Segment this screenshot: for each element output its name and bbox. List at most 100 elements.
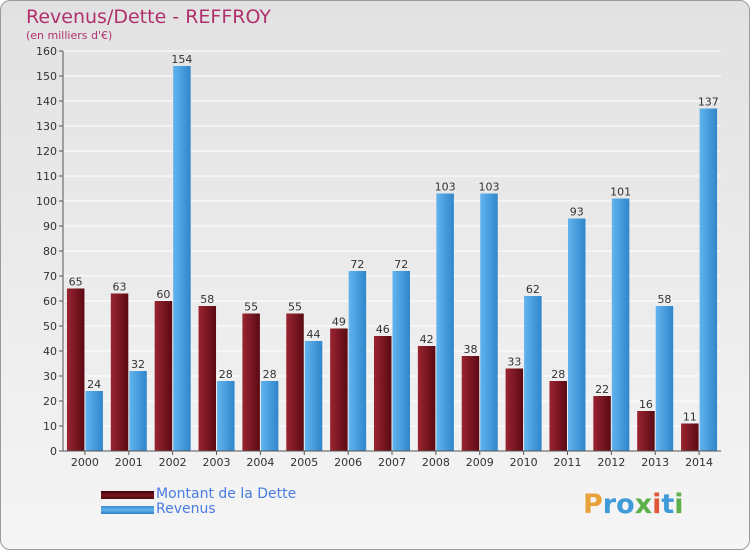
logo-letter: r (602, 489, 617, 520)
y-tick-label: 160 (36, 45, 57, 58)
bar-revenue (348, 271, 367, 451)
value-label-debt: 58 (200, 293, 214, 306)
value-label-debt: 46 (376, 323, 390, 336)
bar-debt (66, 288, 85, 451)
bars (66, 66, 718, 451)
y-tick-label: 30 (43, 370, 57, 383)
bar-debt (330, 328, 348, 451)
bar-revenue (480, 193, 498, 451)
x-tick-label: 2002 (159, 456, 187, 469)
value-label-revenue: 24 (87, 378, 101, 391)
bar-debt (286, 313, 304, 451)
bar-revenue (436, 193, 454, 451)
chart-title: Revenus/Dette - REFFROY (26, 6, 271, 28)
value-label-debt: 16 (639, 398, 653, 411)
bar-revenue (85, 391, 103, 451)
logo-letter: i (652, 489, 662, 520)
value-label-debt: 42 (420, 333, 434, 346)
value-label-debt: 55 (288, 301, 302, 314)
y-tick-label: 70 (43, 270, 57, 283)
logo-letter: o (616, 489, 635, 520)
axes: 0 10 20 30 40 50 60 70 80 90 100 110 120 130 140 150 160… (36, 45, 721, 469)
value-label-debt: 33 (507, 356, 521, 369)
bar-revenue (699, 108, 718, 451)
legend-label-debt: Montant de la Dette (156, 486, 297, 502)
y-tick-label: 140 (36, 95, 57, 108)
value-label-revenue: 32 (131, 358, 145, 371)
value-label-debt: 49 (332, 316, 346, 329)
chart-subtitle: (en milliers d'€) (26, 29, 113, 42)
y-tick-label: 10 (43, 420, 57, 433)
x-tick-label: 2012 (597, 456, 625, 469)
bar-debt (593, 396, 611, 451)
y-tick-label: 90 (43, 220, 57, 233)
value-label-debt: 63 (113, 281, 127, 294)
bar-revenue (655, 306, 674, 451)
y-tick-label: 110 (36, 170, 57, 183)
y-tick-label: 80 (43, 245, 57, 258)
bar-revenue (173, 66, 191, 451)
bar-debt (549, 381, 567, 451)
value-label-revenue: 154 (171, 53, 192, 66)
value-label-revenue: 28 (219, 368, 233, 381)
y-tick-label: 130 (36, 120, 57, 133)
logo-letter: x (634, 489, 653, 520)
value-label-debt: 28 (551, 368, 565, 381)
value-label-revenue: 137 (698, 96, 719, 109)
x-tick-label: 2011 (553, 456, 581, 469)
x-tick-label: 2008 (422, 456, 450, 469)
x-tick-label: 2009 (466, 456, 494, 469)
bar-debt (110, 293, 129, 451)
value-label-debt: 55 (244, 301, 258, 314)
x-tick-label: 2003 (203, 456, 231, 469)
y-tick-label: 100 (36, 195, 57, 208)
value-label-revenue: 58 (657, 293, 671, 306)
value-label-revenue: 72 (394, 258, 408, 271)
bar-debt (198, 306, 217, 451)
bar-revenue (392, 271, 410, 451)
bar-debt (374, 336, 392, 451)
x-tick-label: 2006 (334, 456, 362, 469)
value-label-revenue: 101 (610, 186, 631, 199)
value-label-debt: 65 (69, 276, 83, 289)
value-label-revenue: 44 (307, 328, 321, 341)
bar-revenue (129, 371, 147, 451)
value-label-debt: 11 (683, 411, 697, 424)
y-tick-label: 40 (43, 345, 57, 358)
proxiti-logo: Proxiti (583, 489, 684, 520)
legend-label-revenue: Revenus (156, 501, 216, 517)
legend-swatch-debt (101, 491, 154, 499)
bar-revenue (217, 381, 235, 451)
bar-debt (242, 313, 260, 451)
value-label-revenue: 103 (478, 181, 499, 194)
y-tick-label: 20 (43, 395, 57, 408)
logo-letter: t (661, 489, 675, 520)
bar-revenue (304, 341, 323, 451)
bar-revenue (611, 198, 630, 451)
value-label-revenue: 103 (435, 181, 456, 194)
bar-revenue (260, 381, 279, 451)
x-tick-label: 2005 (290, 456, 318, 469)
x-tick-label: 2001 (115, 456, 143, 469)
value-label-revenue: 28 (263, 368, 277, 381)
logo-letter: i (674, 489, 684, 520)
bar-debt (461, 356, 480, 451)
y-tick-label: 150 (36, 70, 57, 83)
bar-debt (637, 411, 655, 451)
x-tick-label: 2000 (71, 456, 99, 469)
y-tick-label: 0 (50, 445, 57, 458)
grid-lines (63, 50, 721, 452)
bar-debt (681, 423, 699, 451)
legend-swatch-revenue (101, 506, 154, 514)
bar-debt (417, 346, 436, 451)
bar-revenue (524, 296, 542, 451)
value-label-debt: 60 (156, 288, 170, 301)
value-label-revenue: 93 (570, 206, 584, 219)
y-tick-label: 50 (43, 320, 57, 333)
bar-revenue (567, 218, 586, 451)
x-tick-label: 2013 (641, 456, 669, 469)
x-tick-label: 2007 (378, 456, 406, 469)
value-label-debt: 22 (595, 383, 609, 396)
x-tick-label: 2014 (685, 456, 713, 469)
